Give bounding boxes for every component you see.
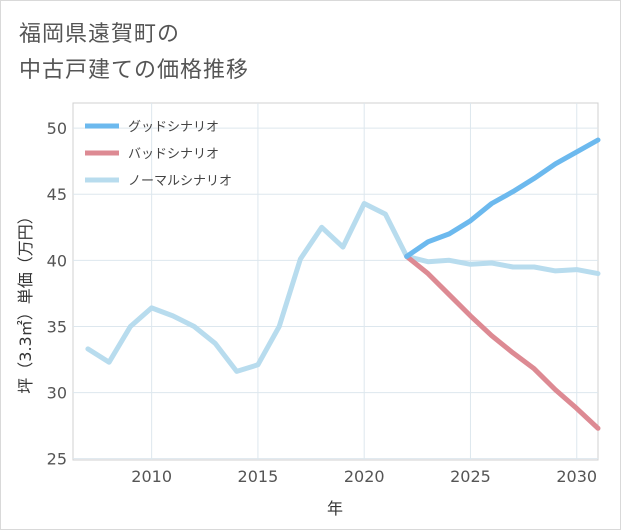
chart-title: 福岡県遠賀町の 中古戸建ての価格推移 <box>19 17 249 89</box>
x-tick-label: 2020 <box>344 467 385 486</box>
legend-label: グッドシナリオ <box>128 120 219 135</box>
x-tick-label: 2010 <box>131 467 172 486</box>
y-axis-label: 坪（3.3㎡）単価（万円） <box>16 208 35 393</box>
chart-title-line2: 中古戸建ての価格推移 <box>19 58 250 83</box>
tick-labels: 2010 2015 2020 2025 2030 25 30 35 40 45 50 <box>47 119 597 486</box>
x-tick-label: 2030 <box>556 467 597 486</box>
legend-label: ノーマルシナリオ <box>128 174 232 189</box>
x-tick-label: 2015 <box>238 467 279 486</box>
y-tick-label: 30 <box>47 384 67 403</box>
y-tick-label: 50 <box>47 119 67 138</box>
y-tick-label: 35 <box>47 317 67 336</box>
plot-area <box>72 102 599 461</box>
y-tick-label: 40 <box>47 251 67 270</box>
y-tick-label: 45 <box>47 185 67 204</box>
x-axis-label: 年 <box>327 499 343 518</box>
series-line-2 <box>85 201 601 374</box>
y-tick-label: 25 <box>47 450 67 469</box>
legend-label: バッドシナリオ <box>128 147 219 162</box>
x-tick-label: 2025 <box>450 467 491 486</box>
series-line-1 <box>404 253 601 431</box>
series-line-0 <box>404 137 601 259</box>
chart-title-line1: 福岡県遠賀町の <box>19 22 181 47</box>
series-lines <box>85 137 601 431</box>
